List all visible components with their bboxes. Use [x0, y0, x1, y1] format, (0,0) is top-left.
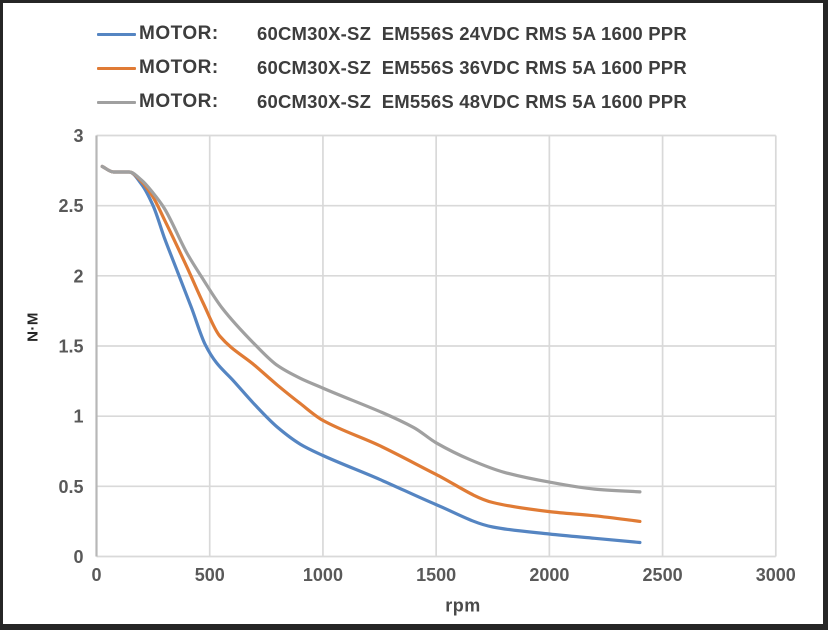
y-axis-title: N·M [24, 312, 42, 342]
legend-item-36v: MOTOR: 60CM30X-SZ EM556S 36VDC RMS 5A 16… [97, 51, 687, 85]
legend-spec-48v: 60CM30X-SZ EM556S 48VDC RMS 5A 1600 PPR [257, 91, 687, 112]
y-tick-label: 0 [73, 547, 83, 567]
legend-line-swatch-36v [97, 66, 136, 70]
series-lines [100, 164, 642, 545]
legend-spec-24v: 60CM30X-SZ EM556S 24VDC RMS 5A 1600 PPR [257, 23, 687, 44]
legend-line-swatch-24v [97, 32, 136, 36]
x-tick-label: 0 [91, 565, 101, 585]
x-tick-label: 2000 [529, 565, 569, 585]
legend-swatch-box [97, 66, 139, 70]
y-axis-tick-labels: 0 0.5 1 1.5 2 2.5 3 [58, 126, 83, 567]
legend-motor-label: MOTOR: [139, 57, 219, 78]
legend-motor-label: MOTOR: [139, 91, 219, 112]
series-line-1 [100, 164, 642, 523]
x-tick-label: 3000 [756, 565, 796, 585]
legend-swatch-box [97, 100, 139, 104]
border-frame-right [823, 0, 828, 630]
x-tick-label: 500 [195, 565, 225, 585]
border-frame-left [0, 0, 3, 630]
legend-item-48v: MOTOR: 60CM30X-SZ EM556S 48VDC RMS 5A 16… [97, 85, 687, 119]
series-line-2 [100, 164, 642, 494]
legend-line-swatch-48v [97, 100, 136, 104]
legend: MOTOR: 60CM30X-SZ EM556S 24VDC RMS 5A 16… [97, 17, 687, 119]
x-axis-tick-labels: 0 500 1000 1500 2000 2500 3000 [91, 565, 795, 585]
x-tick-label: 1000 [303, 565, 343, 585]
legend-swatch-box [97, 32, 139, 36]
legend-spec-36v: 60CM30X-SZ EM556S 36VDC RMS 5A 1600 PPR [257, 57, 687, 78]
y-tick-label: 1 [73, 407, 83, 427]
y-tick-label: 1.5 [58, 337, 83, 357]
border-frame-bottom [0, 624, 828, 630]
series-line-0 [100, 164, 642, 545]
y-tick-label: 0.5 [58, 477, 83, 497]
legend-item-24v: MOTOR: 60CM30X-SZ EM556S 24VDC RMS 5A 16… [97, 17, 687, 51]
legend-motor-label: MOTOR: [139, 23, 219, 44]
y-tick-label: 2.5 [58, 196, 83, 216]
y-tick-label: 2 [73, 266, 83, 286]
x-tick-label: 1500 [416, 565, 456, 585]
x-axis-title: rpm [445, 595, 481, 616]
gridlines [95, 134, 777, 558]
x-tick-label: 2500 [643, 565, 683, 585]
border-frame-top [0, 0, 828, 3]
y-tick-label: 3 [73, 126, 83, 146]
